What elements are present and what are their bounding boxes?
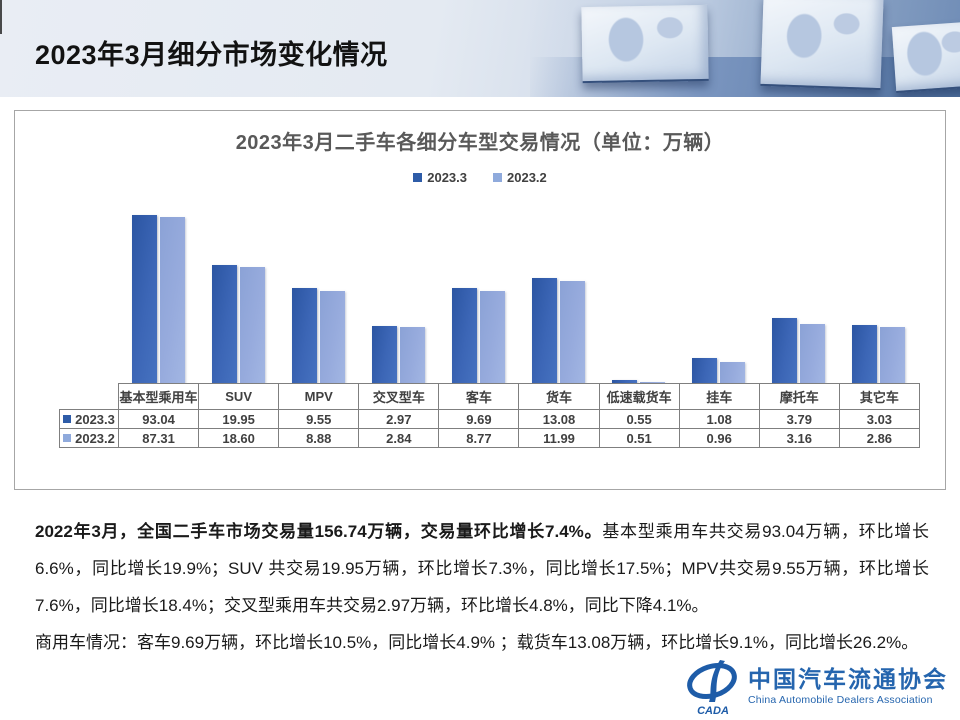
cada-emblem-icon: CADA [687, 660, 737, 716]
summary-rest: 基本型乘用车共交易93.04万辆，环比增长6.6%，同比增长19.9%；SUV … [35, 522, 929, 615]
cube-graphic [760, 0, 884, 91]
table-header-cell: SUV [198, 383, 280, 410]
logo-english-name: China Automobile Dealers Association [748, 693, 933, 706]
bar-2023.3-客车 [451, 287, 477, 383]
table-value-cell: 9.55 [278, 409, 360, 429]
table-value-cell: 13.08 [518, 409, 600, 429]
chart-title: 2023年3月二手车各细分车型交易情况（单位：万辆） [235, 132, 725, 154]
table-value-cell: 2.84 [358, 428, 440, 448]
table-value-cell: 11.99 [518, 428, 600, 448]
table-header-cell: 摩托车 [758, 383, 840, 410]
cube-graphic [891, 21, 960, 93]
table-header-cell: 货车 [518, 383, 600, 410]
bar-2023.2-货车 [560, 280, 586, 383]
bar-2023.3-挂车 [692, 358, 718, 383]
table-row: 2023.2 87.31 18.60 8.88 2.84 8.77 11.99 0.51 0.9… [59, 428, 920, 448]
table-value-cell: 87.31 [117, 428, 200, 448]
table-value-cell: 8.77 [438, 428, 520, 448]
table-value-cell: 2.97 [358, 409, 440, 429]
table-value-cell: 2.86 [838, 428, 920, 448]
cada-abbr-text: CADA [697, 705, 729, 716]
legend-label: 2023.3 [427, 170, 467, 185]
legend-item-2023-2: 2023.2 [493, 170, 547, 185]
table-value-cell: 3.79 [758, 409, 840, 429]
bar-2023.2-交叉型车 [399, 327, 425, 383]
bar-2023.2-摩托车 [800, 323, 826, 383]
summary-text: 2022年3月，全国二手车市场交易量156.74万辆，交易量环比增长7.4%。基… [35, 513, 929, 661]
table-value-cell: 0.55 [598, 409, 680, 429]
bar-2023.2-MPV [319, 290, 345, 383]
bar-2023.3-摩托车 [772, 317, 798, 383]
bar-2023.3-货车 [532, 278, 558, 383]
summary-lead: 2022年3月，全国二手车市场交易量156.74万辆，交易量环比增长7.4%。 [35, 522, 603, 541]
table-header-cell: 挂车 [678, 383, 760, 410]
table-header-cell: 基本型乘用车 [117, 383, 200, 410]
table-value-cell: 0.96 [678, 428, 760, 448]
table-value-cell: 93.04 [117, 409, 200, 429]
cube-graphic [581, 4, 709, 84]
legend-label: 2023.2 [507, 170, 547, 185]
row-series-name: 2023.3 [75, 411, 115, 427]
table-header-cell: 交叉型车 [358, 383, 440, 410]
row-swatch [63, 434, 72, 442]
table-value-cell: 0.51 [598, 428, 680, 448]
table-header-cell: MPV [278, 383, 360, 410]
bar-2023.2-客车 [479, 290, 505, 383]
legend-swatch-dark [413, 173, 423, 182]
bar-2023.2-基本型乘用车 [159, 217, 185, 383]
bar-2023.3-SUV [211, 264, 237, 383]
table-row-label: 2023.3 [59, 409, 119, 429]
bar-2023.2-SUV [239, 266, 265, 383]
table-value-cell: 1.08 [678, 409, 760, 429]
table-value-cell: 18.60 [198, 428, 280, 448]
table-value-cell: 8.88 [278, 428, 360, 448]
table-row-label: 2023.2 [59, 428, 119, 448]
summary-paragraph-2: 商用车情况：客车9.69万辆，环比增长10.5%，同比增长4.9% ；载货车13… [35, 633, 919, 652]
table-value-cell: 3.16 [758, 428, 840, 448]
world-map-texture [760, 0, 884, 89]
bar-2023.2-挂车 [720, 362, 746, 383]
logo-chinese-name: 中国汽车流通协会 [748, 667, 948, 693]
legend-item-2023-3: 2023.3 [413, 170, 467, 185]
data-table: 基本型乘用车 SUV MPV 交叉型车 客车 货车 低速载货车 挂车 摩托车 其它车 2023.3 9… [59, 383, 920, 448]
bar-2023.3-交叉型车 [371, 325, 397, 383]
chart-panel: 2023年3月二手车各细分车型交易情况（单位：万辆） 2023.3 2023.2… [14, 110, 946, 490]
bar-2023.3-基本型乘用车 [131, 215, 157, 383]
summary-paragraph-1: 2022年3月，全国二手车市场交易量156.74万辆，交易量环比增长7.4%。基… [35, 513, 929, 624]
legend-swatch-light [493, 173, 502, 182]
row-swatch [63, 415, 72, 423]
bar-2023.2-其它车 [880, 326, 906, 383]
header-cubes-art [530, 0, 960, 97]
table-header-cell: 低速载货车 [598, 383, 680, 410]
table-corner-cell [60, 384, 119, 410]
table-header-cell: 客车 [438, 383, 520, 410]
cada-logo: CADA 中国汽车流通协会 China Automobile Dealers A… [685, 658, 948, 716]
world-map-texture [581, 4, 709, 82]
row-series-name: 2023.2 [75, 430, 115, 446]
table-value-cell: 19.95 [198, 409, 280, 429]
bar-2023.3-其它车 [852, 325, 878, 383]
world-map-texture [891, 21, 960, 91]
page-title: 2023年3月细分市场变化情况 [35, 40, 388, 70]
table-row: 2023.3 93.04 19.95 9.55 2.97 9.69 13.08 0.55 1.0… [59, 409, 920, 429]
header-banner: 2023年3月细分市场变化情况 [0, 0, 960, 97]
logo-text: 中国汽车流通协会 China Automobile Dealers Associ… [748, 668, 948, 705]
bar-2023.3-MPV [291, 288, 317, 383]
table-value-cell: 9.69 [438, 409, 520, 429]
emblem-brush-stroke [709, 660, 725, 702]
chart-legend: 2023.3 2023.2 [15, 170, 945, 185]
table-header-cell: 其它车 [838, 383, 920, 410]
slide-edge-mark [0, 0, 2, 34]
table-value-cell: 3.03 [838, 409, 920, 429]
